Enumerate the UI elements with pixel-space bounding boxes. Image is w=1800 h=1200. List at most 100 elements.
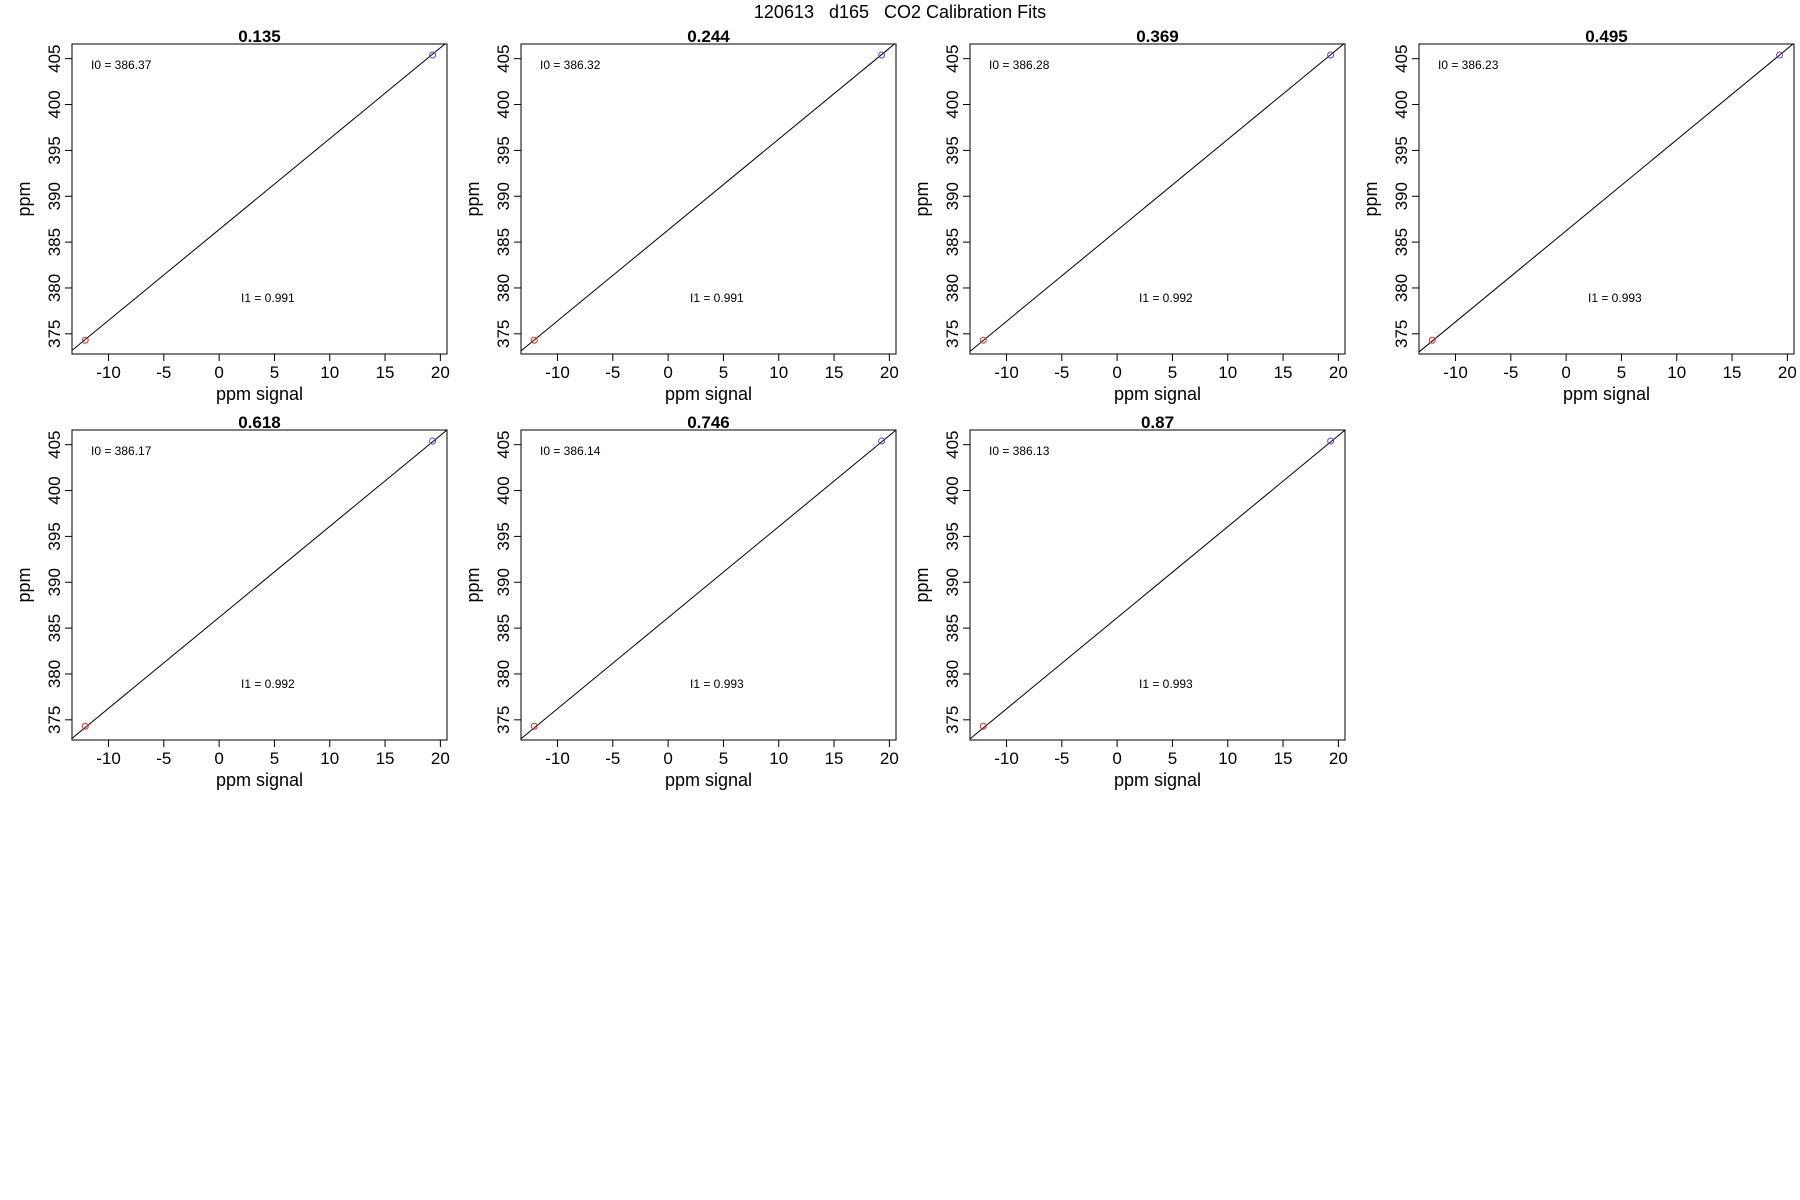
y-axis-label: ppm [912, 567, 932, 602]
x-tick-label: 5 [1168, 363, 1177, 382]
plot-frame [521, 44, 896, 354]
fit-line [72, 430, 447, 738]
slope-annotation: I1 = 0.993 [1139, 677, 1193, 691]
chart-panel-3: 0.369-10 -5 0 5 10 15 20375380385390395400405p… [912, 27, 1348, 404]
panel-title: 0.87 [1141, 413, 1174, 432]
x-tick-label: 0 [1112, 749, 1121, 768]
x-axis-label: ppm signal [216, 384, 303, 404]
fit-line [521, 430, 896, 739]
x-tick-label: -5 [605, 363, 620, 382]
x-tick-label: -10 [96, 363, 121, 382]
x-tick-label: 0 [663, 363, 672, 382]
x-tick-label: 0 [214, 363, 223, 382]
x-tick-label: 15 [825, 749, 844, 768]
chart-panel-2: 0.244 -10 -5 0 5 10 15 20 375 380 385 390 395 400 405 p… [463, 27, 899, 404]
x-tick-label: 20 [880, 749, 899, 768]
y-tick-label: 375 [943, 706, 962, 734]
x-tick-label: 15 [1723, 363, 1742, 382]
fit-line [1419, 43, 1794, 352]
point-low [1429, 337, 1435, 343]
y-axis-label: ppm [912, 181, 932, 216]
x-tick-label: 5 [719, 363, 728, 382]
panel-title: 0.495 [1585, 27, 1628, 46]
page-title: 120613 d165 CO2 Calibration Fits [754, 2, 1046, 22]
point-high [430, 438, 436, 444]
y-tick-label: 380 [1392, 274, 1411, 302]
y-tick-label: 385 [1392, 228, 1411, 256]
y-tick-label: 395 [494, 522, 513, 550]
intercept-annotation: I0 = 386.32 [540, 58, 601, 72]
x-axis-label: ppm signal [665, 770, 752, 790]
y-tick-label: 405 [45, 430, 64, 458]
x-tick-label: 15 [825, 363, 844, 382]
x-tick-label: 10 [320, 749, 339, 768]
x-tick-label: 10 [320, 363, 339, 382]
x-tick-label: -5 [1503, 363, 1518, 382]
slope-annotation: I1 = 0.991 [241, 291, 295, 305]
x-axis-label: ppm signal [1114, 384, 1201, 404]
x-tick-label: 15 [376, 749, 395, 768]
chart-panel-4: 0.495-10 -5 0 5 10 15 20375380385390395400405p… [1361, 27, 1797, 404]
y-tick-label: 400 [1392, 90, 1411, 118]
y-tick-label: 400 [45, 90, 64, 118]
y-tick-label: 385 [494, 228, 513, 256]
y-tick-label: 405 [494, 430, 513, 458]
x-tick-label: 5 [270, 749, 279, 768]
fit-line [970, 43, 1345, 351]
panel-grid: 0.135 -10 -5 0 5 10 15 20 375 380 385 390 395 400 405 p… [14, 27, 1797, 790]
point-high [879, 438, 885, 444]
point-low [82, 337, 88, 343]
y-tick-label: 385 [45, 228, 64, 256]
y-axis-label: ppm [14, 181, 34, 216]
x-tick-label: 20 [1329, 363, 1348, 382]
y-tick-label: 375 [494, 320, 513, 348]
x-tick-label: -5 [605, 749, 620, 768]
panel-title: 0.618 [238, 413, 281, 432]
plot-frame [72, 44, 447, 354]
panel-title: 0.135 [238, 27, 281, 46]
y-tick-label: 375 [1392, 320, 1411, 348]
plot-frame [970, 44, 1345, 354]
x-tick-label: 0 [1112, 363, 1121, 382]
x-tick-label: 0 [663, 749, 672, 768]
y-tick-label: 405 [1392, 44, 1411, 72]
x-tick-label: 15 [376, 363, 395, 382]
y-tick-label: 390 [943, 568, 962, 596]
x-tick-label: -10 [994, 749, 1019, 768]
y-tick-label: 390 [45, 182, 64, 210]
x-tick-label: 10 [1667, 363, 1686, 382]
y-tick-label: 400 [45, 476, 64, 504]
x-tick-label: 5 [1617, 363, 1626, 382]
x-tick-label: -10 [1443, 363, 1468, 382]
x-tick-label: -10 [96, 749, 121, 768]
y-tick-label: 390 [1392, 182, 1411, 210]
intercept-annotation: I0 = 386.14 [540, 444, 601, 458]
y-tick-label: 380 [494, 660, 513, 688]
y-tick-label: 390 [943, 182, 962, 210]
y-tick-label: 405 [943, 430, 962, 458]
slope-annotation: I1 = 0.992 [1139, 291, 1193, 305]
y-tick-label: 390 [494, 182, 513, 210]
y-tick-label: 375 [45, 320, 64, 348]
y-tick-label: 395 [943, 522, 962, 550]
x-tick-label: 10 [1218, 749, 1237, 768]
x-tick-label: -10 [545, 363, 570, 382]
y-axis-label: ppm [14, 567, 34, 602]
x-axis-label: ppm signal [1563, 384, 1650, 404]
point-high [430, 52, 436, 58]
y-tick-label: 375 [943, 320, 962, 348]
intercept-annotation: I0 = 386.23 [1438, 58, 1499, 72]
y-tick-label: 380 [943, 274, 962, 302]
y-tick-label: 375 [494, 706, 513, 734]
y-tick-label: 405 [494, 44, 513, 72]
chart-panel-5: 0.618 -10 -5 0 5 10 15 20 375 380 385 390 395 400 405 p… [14, 413, 450, 790]
y-tick-label: 375 [45, 706, 64, 734]
y-tick-label: 380 [943, 660, 962, 688]
panel-title: 0.244 [687, 27, 730, 46]
intercept-annotation: I0 = 386.13 [989, 444, 1050, 458]
y-tick-label: 380 [45, 660, 64, 688]
x-axis-label: ppm signal [665, 384, 752, 404]
x-tick-label: 10 [769, 749, 788, 768]
y-tick-label: 390 [45, 568, 64, 596]
y-tick-label: 405 [45, 44, 64, 72]
